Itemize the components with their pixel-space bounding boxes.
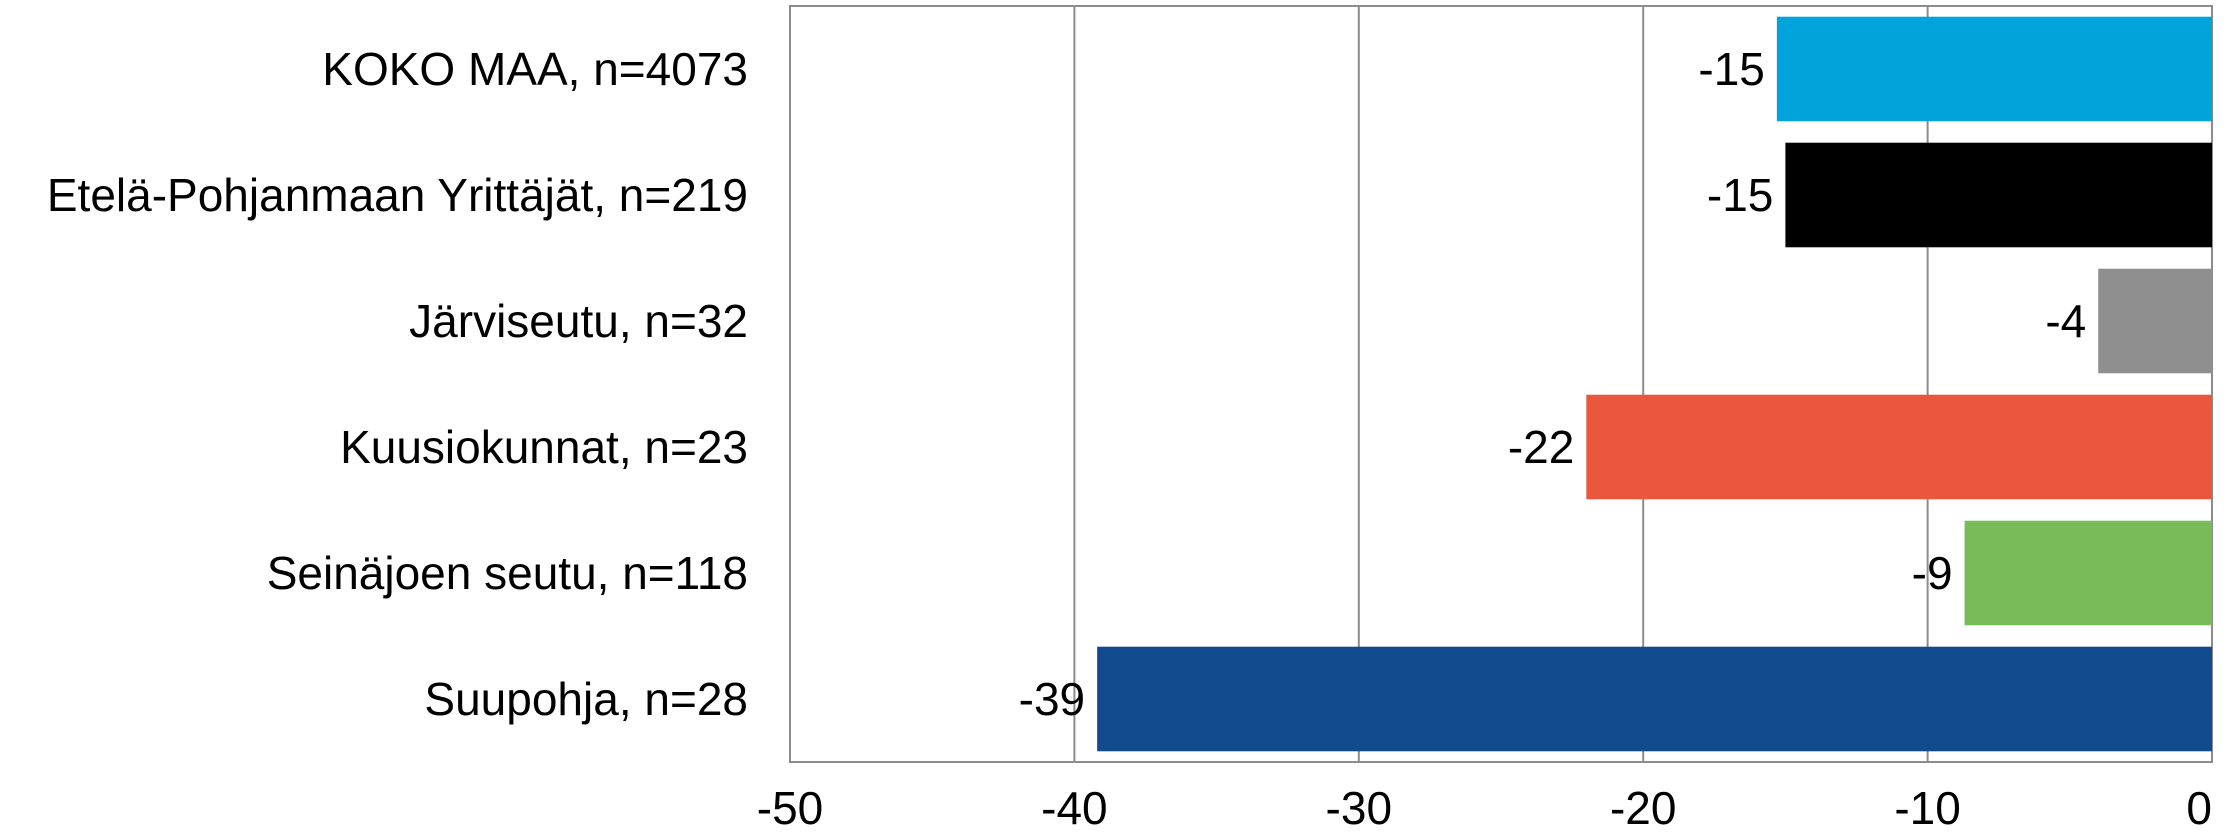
bar bbox=[2098, 268, 2212, 374]
bar bbox=[1785, 142, 2212, 248]
x-tick-label: -20 bbox=[1610, 782, 1676, 834]
bar-value-label: -15 bbox=[1698, 43, 1764, 95]
x-tick-label: 0 bbox=[2186, 782, 2212, 834]
plot-area-frame bbox=[789, 5, 2213, 763]
bar-value-label: -39 bbox=[1019, 673, 1085, 725]
x-tick-label: -40 bbox=[1041, 782, 1107, 834]
x-tick-label: -10 bbox=[1894, 782, 1960, 834]
bar-value-label: -4 bbox=[2045, 295, 2086, 347]
bar-value-label: -22 bbox=[1508, 421, 1574, 473]
x-tick-label: -30 bbox=[1326, 782, 1392, 834]
category-label: Seinäjoen seutu, n=118 bbox=[267, 547, 748, 599]
bar bbox=[1964, 520, 2212, 626]
x-tick-labels: -50 -40 -30 -20 -10 0 bbox=[757, 782, 2212, 834]
x-tick-label: -50 bbox=[757, 782, 823, 834]
category-label: Kuusiokunnat, n=23 bbox=[340, 421, 748, 473]
bar-value-label: -9 bbox=[1912, 547, 1953, 599]
bar bbox=[1097, 646, 2212, 752]
bar bbox=[1586, 394, 2212, 500]
category-label: Järviseutu, n=32 bbox=[409, 295, 748, 347]
bar-value-label: -15 bbox=[1707, 169, 1773, 221]
bars bbox=[1097, 16, 2212, 752]
category-label: KOKO MAA, n=4073 bbox=[322, 43, 748, 95]
bar bbox=[1776, 16, 2212, 122]
category-label: Etelä-Pohjanmaan Yrittäjät, n=219 bbox=[47, 169, 748, 221]
category-label: Suupohja, n=28 bbox=[424, 673, 748, 725]
category-labels: KOKO MAA, n=4073 Etelä-Pohjanmaan Yrittäj… bbox=[47, 43, 748, 725]
value-labels: -15 -15 -4 -22 -9 -39 bbox=[1019, 43, 2087, 725]
